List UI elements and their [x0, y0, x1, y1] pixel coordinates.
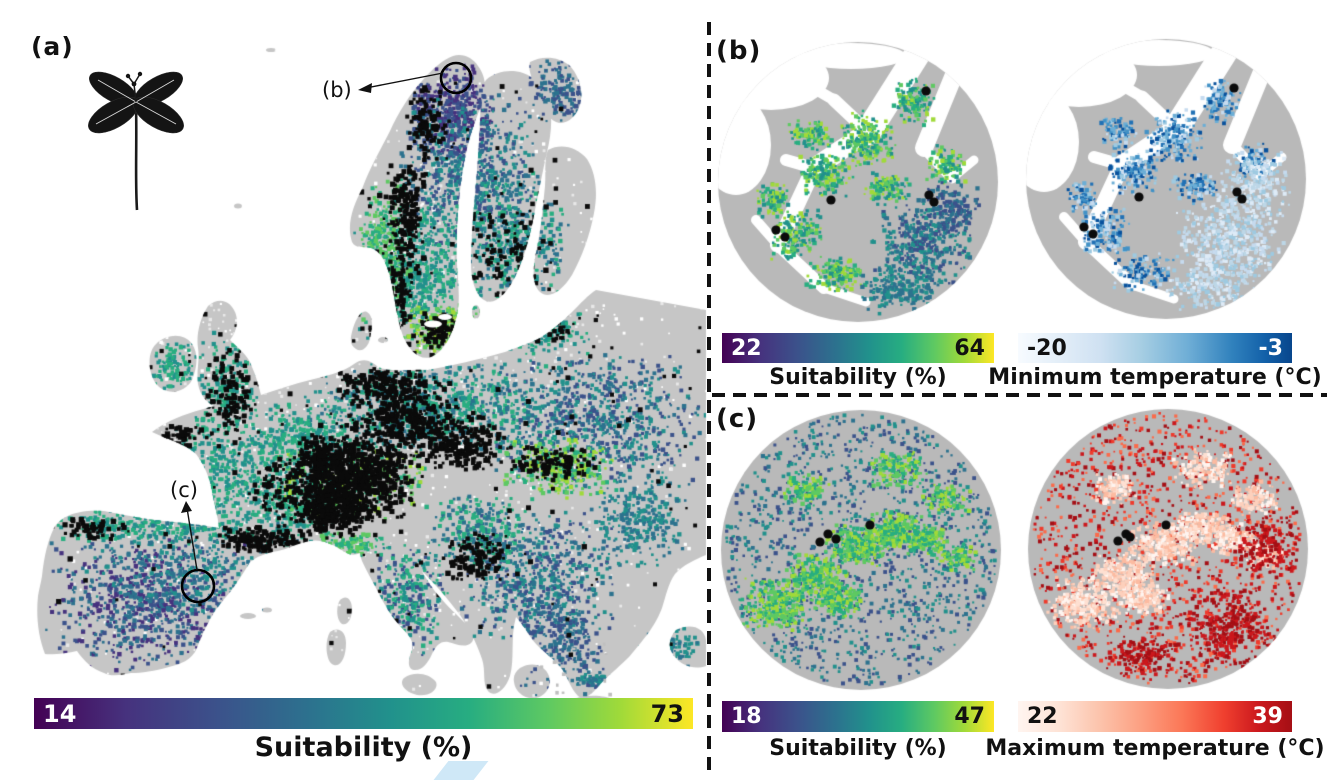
colorbar-a-max: 73: [650, 699, 684, 728]
colorbar-suitability-a: 14 73: [34, 698, 693, 729]
colorbar-b-suit-max: 64: [954, 335, 985, 361]
inset-c-suitability-map: [719, 408, 1003, 692]
panel-a-label: (a): [31, 32, 74, 61]
colorbar-b-suit-title: Suitability (%): [769, 365, 947, 390]
colorbar-b-temp-max: -3: [1258, 335, 1283, 361]
colorbar-c-suit-max: 47: [954, 704, 985, 729]
colorbar-a-min: 14: [43, 699, 77, 728]
colorbar-c-temp-max: 39: [1252, 704, 1283, 729]
panel-divider-vertical: [707, 22, 711, 770]
europe-suitability-map: [0, 0, 710, 700]
colorbar-c-temp-title: Maximum temperature (°C): [985, 736, 1325, 761]
colorbar-b-suit-min: 22: [731, 335, 762, 361]
colorbar-suitability-b: 22 64: [722, 333, 994, 363]
colorbar-c-suit-title: Suitability (%): [769, 736, 947, 761]
panel-divider-horizontal: [712, 393, 1327, 397]
inset-b-min-temperature-map: [1024, 37, 1308, 321]
colorbar-min-temperature-b: -20 -3: [1018, 333, 1292, 363]
page-watermark-fragment: [433, 761, 489, 780]
inset-c-max-temperature-map: [1026, 407, 1310, 691]
colorbar-suitability-c: 18 47: [722, 701, 994, 732]
colorbar-b-temp-min: -20: [1027, 335, 1067, 361]
colorbar-b-temp-title: Minimum temperature (°C): [988, 365, 1322, 390]
colorbar-c-temp-min: 22: [1027, 704, 1058, 729]
inset-b-suitability-map: [716, 40, 1000, 324]
colorbar-c-suit-min: 18: [731, 704, 762, 729]
colorbar-max-temperature-c: 22 39: [1018, 701, 1292, 732]
colorbar-a-title: Suitability (%): [254, 732, 473, 763]
